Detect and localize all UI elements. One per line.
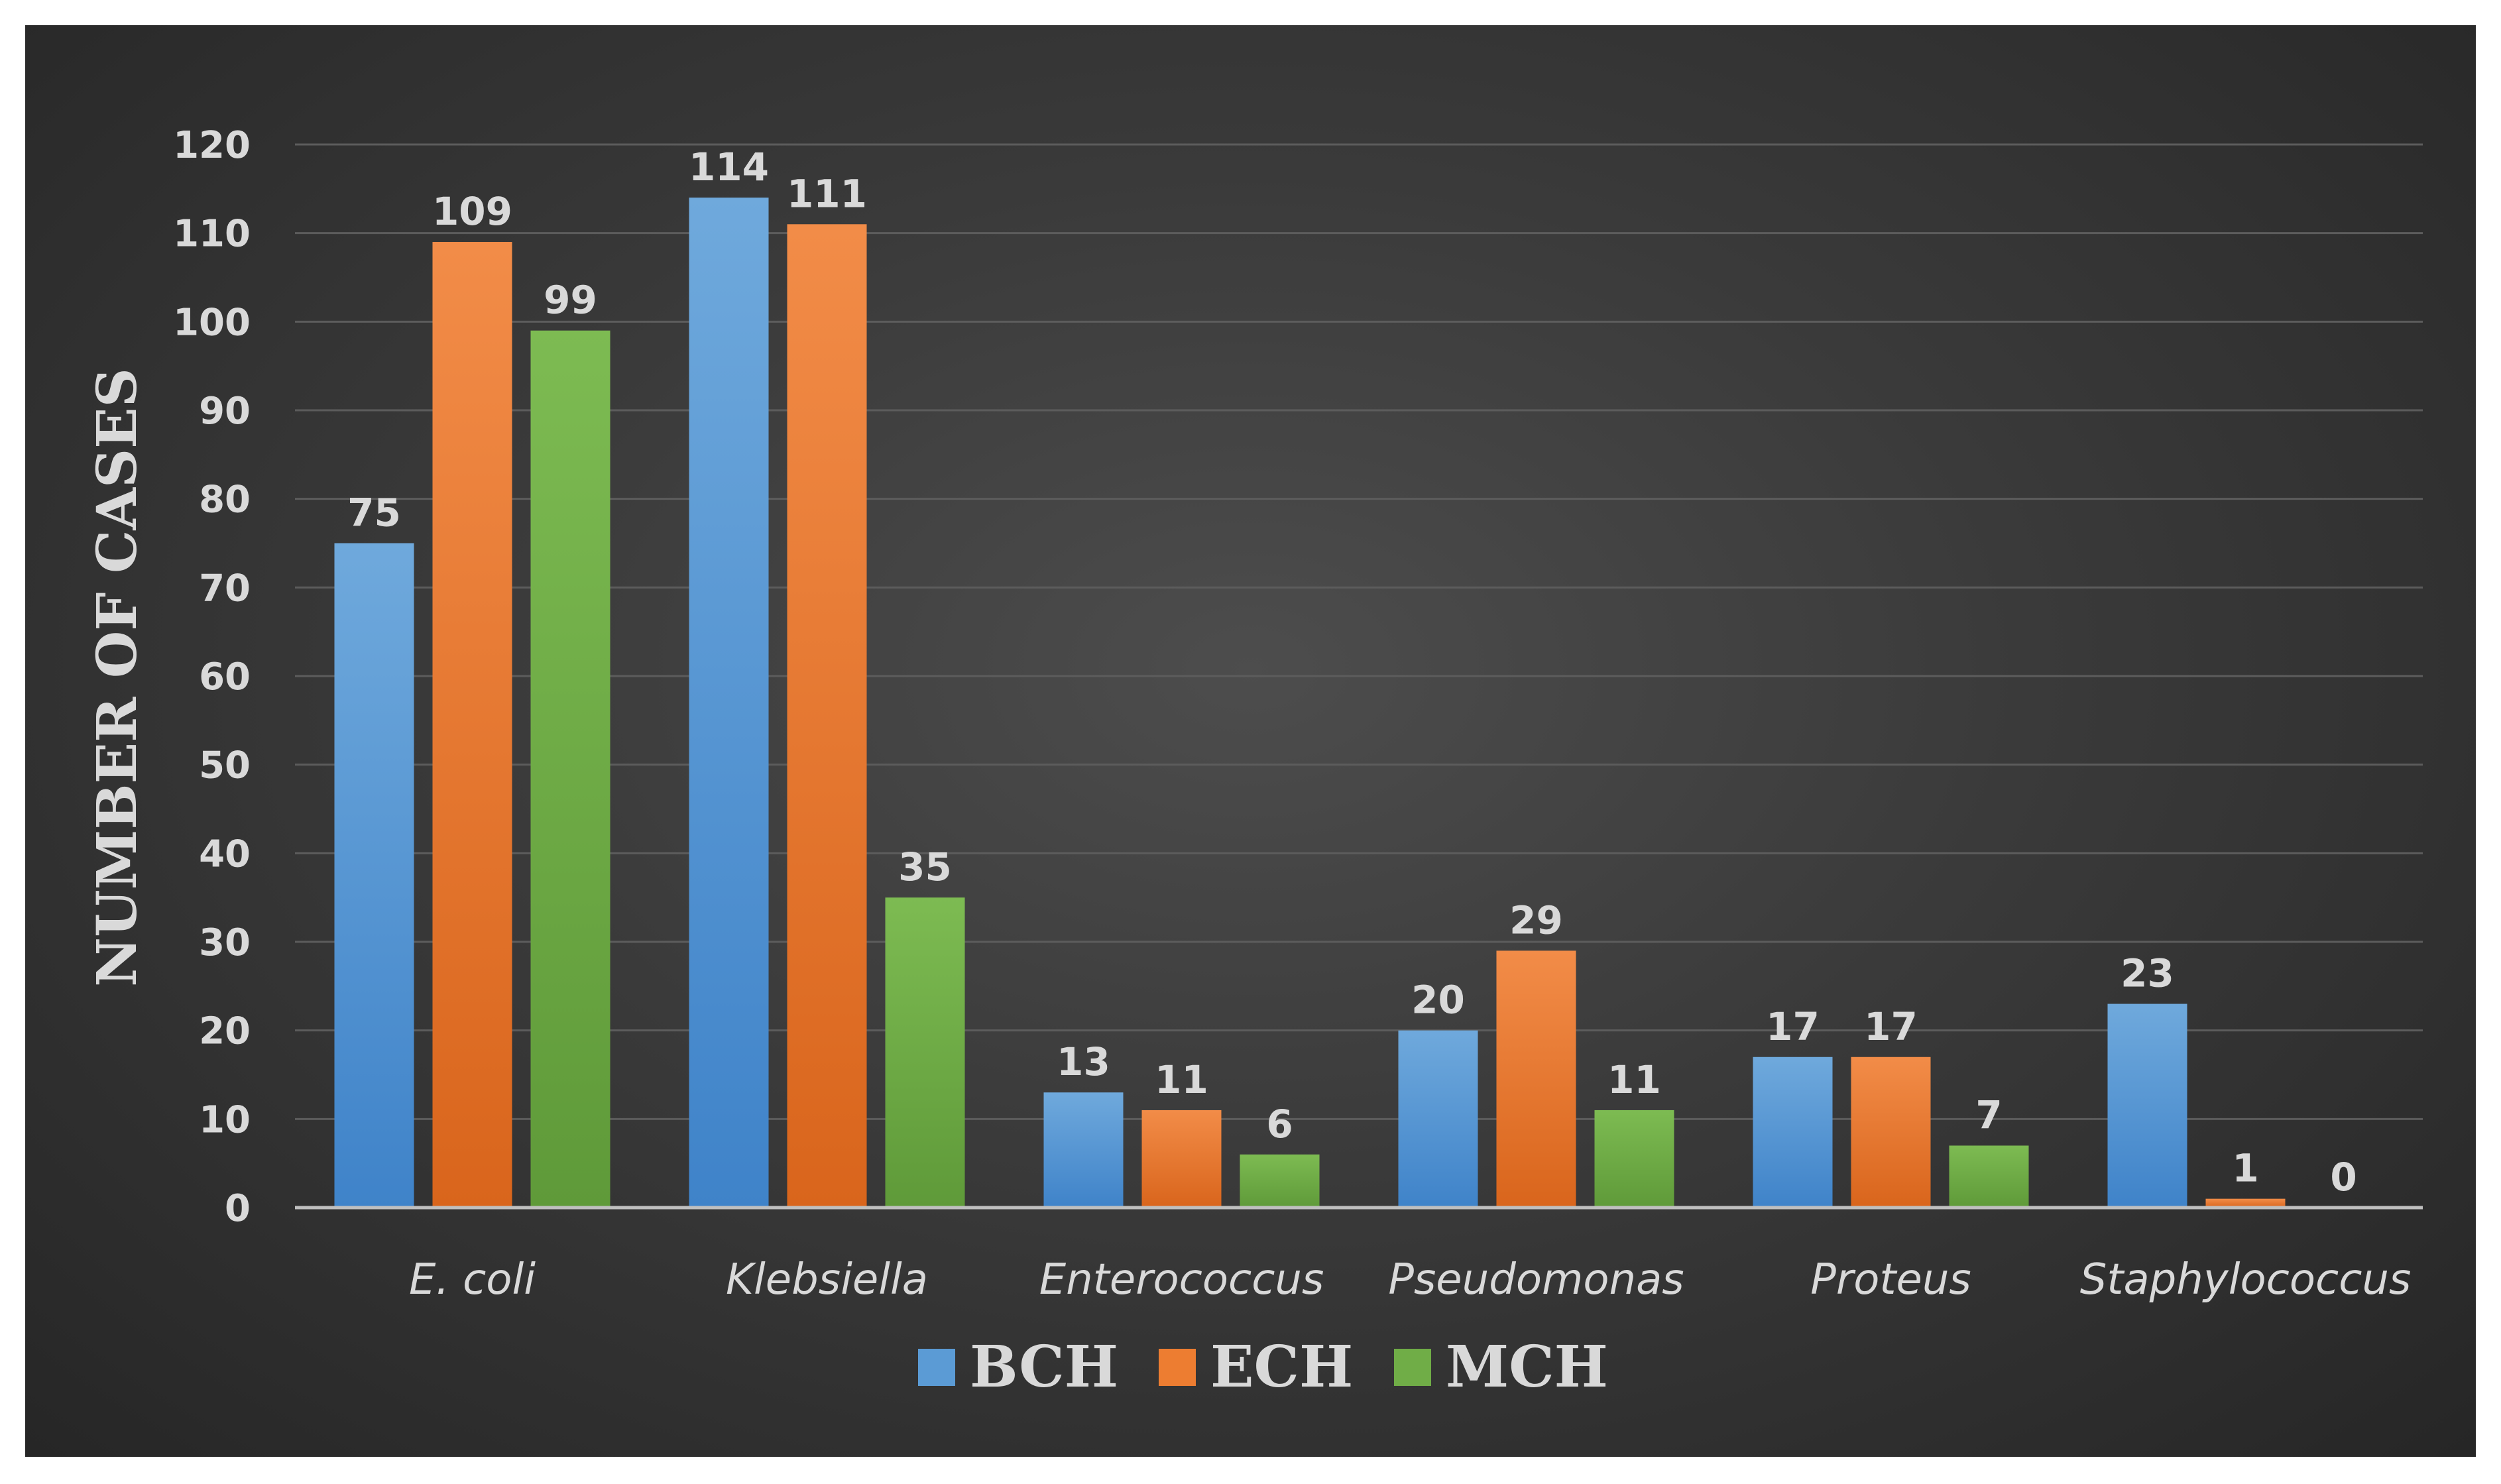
y-tick-label: 10: [199, 1098, 251, 1141]
data-label: 29: [1509, 897, 1563, 942]
data-label: 99: [544, 278, 597, 323]
data-labels: 75 109 99 114 111 35 13 11 6 20 29 11 17 17 7 23 1 0: [347, 144, 2357, 1200]
y-tick-label: 80: [199, 479, 251, 522]
bar-bch: [334, 543, 414, 1208]
gridlines: [295, 143, 2423, 1120]
data-label: 17: [1864, 1004, 1918, 1049]
y-tick-label: 100: [173, 301, 251, 344]
bar-mch: [1594, 1110, 1674, 1208]
bar-mch: [530, 330, 611, 1208]
bar-ech: [1496, 950, 1576, 1208]
y-tick-label: 60: [199, 656, 251, 699]
y-tick-label: 70: [199, 567, 251, 610]
y-axis-title: NUMBER OF CASES: [86, 368, 149, 987]
data-label: 11: [1155, 1057, 1208, 1102]
y-tick-label: 50: [199, 744, 251, 787]
data-label: 114: [689, 144, 769, 190]
x-axis-categories: E. coli Klebsiella Enterococcus Pseudomonas…: [409, 1255, 2411, 1304]
legend-swatch-mch: [1394, 1349, 1431, 1386]
x-category-label: Pseudomonas: [1388, 1255, 1684, 1304]
bars: [334, 198, 2286, 1208]
data-label: 7: [1975, 1092, 2002, 1137]
data-label: 13: [1057, 1039, 1110, 1084]
legend-label: MCH: [1446, 1334, 1608, 1400]
data-label: 17: [1766, 1004, 1820, 1049]
bar-bch: [1043, 1092, 1124, 1208]
bar-ech: [787, 224, 867, 1208]
data-label: 75: [347, 490, 401, 536]
x-category-label: E. coli: [409, 1255, 536, 1304]
data-label: 11: [1607, 1057, 1661, 1102]
y-tick-label: 0: [225, 1187, 251, 1230]
data-label: 111: [787, 171, 867, 216]
bar-mch: [1240, 1154, 1320, 1208]
x-category-label: Proteus: [1810, 1255, 1971, 1304]
y-tick-label: 110: [173, 213, 251, 256]
legend-label: BCH: [970, 1334, 1118, 1400]
bar-ech: [432, 242, 512, 1208]
y-tick-label: 40: [199, 832, 251, 876]
bar-bch: [1398, 1030, 1478, 1208]
bar-ech: [2205, 1198, 2286, 1208]
data-label: 6: [1266, 1102, 1293, 1147]
y-tick-label: 30: [199, 921, 251, 964]
y-tick-label: 20: [199, 1010, 251, 1053]
bar-bch: [1753, 1056, 1833, 1208]
x-category-label: Klebsiella: [726, 1255, 928, 1304]
legend: BCH ECH MCH: [918, 1334, 1608, 1400]
data-label: 20: [1411, 978, 1465, 1023]
y-axis-ticks: 0 10 20 30 40 50 60 70 80 90 100 110 120: [173, 124, 251, 1230]
bar-ech: [1851, 1056, 1931, 1208]
data-label: 35: [898, 844, 952, 889]
data-label: 109: [432, 189, 512, 234]
data-label: 23: [2121, 951, 2174, 996]
x-category-label: Staphylococcus: [2080, 1255, 2412, 1304]
x-category-label: Enterococcus: [1039, 1255, 1324, 1304]
data-label: 1: [2232, 1146, 2258, 1191]
bar-bch: [2107, 1003, 2187, 1208]
legend-swatch-ech: [1159, 1349, 1196, 1386]
legend-swatch-bch: [918, 1349, 955, 1386]
y-tick-label: 90: [199, 390, 251, 433]
bar-ech: [1141, 1110, 1222, 1208]
bar-bch: [689, 198, 769, 1208]
y-tick-label: 120: [173, 124, 251, 167]
data-label: 0: [2330, 1155, 2356, 1200]
legend-label: ECH: [1210, 1334, 1353, 1400]
bar-mch: [885, 897, 965, 1208]
bar-mch: [1949, 1145, 2029, 1208]
